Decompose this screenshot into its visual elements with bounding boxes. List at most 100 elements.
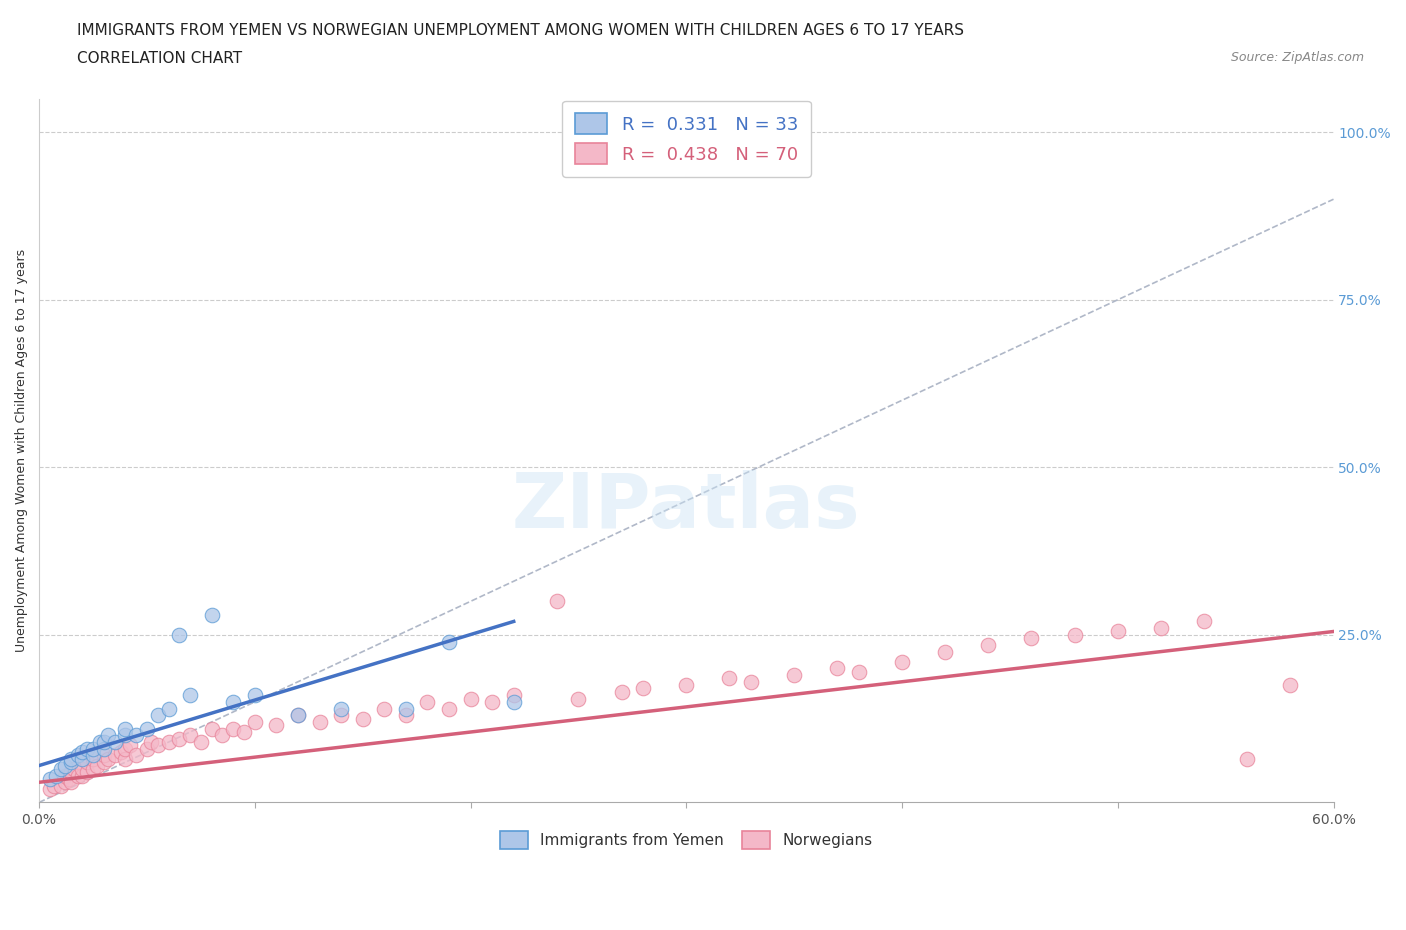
Point	[93, 741, 115, 756]
Point	[104, 735, 127, 750]
Point	[243, 687, 266, 702]
Point	[44, 778, 66, 793]
Point	[287, 708, 309, 723]
Point	[82, 751, 104, 766]
Point	[60, 755, 83, 770]
Point	[125, 728, 148, 743]
Point	[169, 731, 191, 746]
Point	[416, 695, 439, 710]
Point	[114, 728, 136, 743]
Point	[330, 701, 353, 716]
Point	[233, 724, 256, 739]
Point	[146, 708, 169, 723]
Point	[76, 741, 98, 756]
Point	[58, 772, 80, 787]
Point	[104, 748, 127, 763]
Point	[243, 714, 266, 729]
Point	[157, 735, 180, 750]
Point	[72, 768, 94, 783]
Point	[141, 735, 163, 750]
Point	[136, 722, 159, 737]
Point	[82, 741, 104, 756]
Point	[977, 637, 1000, 652]
Legend: Immigrants from Yemen, Norwegians: Immigrants from Yemen, Norwegians	[491, 822, 882, 858]
Point	[72, 762, 94, 777]
Point	[373, 701, 395, 716]
Text: CORRELATION CHART: CORRELATION CHART	[77, 51, 242, 66]
Point	[53, 758, 76, 773]
Point	[222, 695, 245, 710]
Point	[82, 748, 104, 763]
Point	[97, 728, 120, 743]
Point	[49, 778, 72, 793]
Point	[53, 775, 76, 790]
Point	[60, 764, 83, 779]
Point	[72, 745, 94, 760]
Point	[718, 671, 741, 685]
Text: IMMIGRANTS FROM YEMEN VS NORWEGIAN UNEMPLOYMENT AMONG WOMEN WITH CHILDREN AGES 6: IMMIGRANTS FROM YEMEN VS NORWEGIAN UNEMP…	[77, 23, 965, 38]
Point	[352, 711, 374, 726]
Point	[93, 735, 115, 750]
Point	[222, 722, 245, 737]
Point	[114, 751, 136, 766]
Point	[502, 695, 524, 710]
Point	[481, 695, 503, 710]
Point	[266, 718, 288, 733]
Point	[190, 735, 212, 750]
Point	[49, 762, 72, 777]
Point	[546, 594, 568, 609]
Point	[66, 748, 89, 763]
Point	[60, 751, 83, 766]
Point	[1236, 751, 1258, 766]
Point	[1021, 631, 1043, 645]
Point	[437, 701, 460, 716]
Point	[97, 751, 120, 766]
Point	[179, 728, 201, 743]
Point	[1107, 624, 1129, 639]
Point	[45, 768, 67, 783]
Point	[125, 748, 148, 763]
Point	[179, 687, 201, 702]
Point	[136, 741, 159, 756]
Point	[82, 762, 104, 777]
Point	[1192, 614, 1215, 629]
Point	[62, 762, 84, 777]
Point	[395, 708, 418, 723]
Point	[60, 775, 83, 790]
Point	[610, 684, 633, 699]
Point	[169, 628, 191, 643]
Point	[395, 701, 418, 716]
Point	[76, 764, 98, 779]
Point	[502, 687, 524, 702]
Point	[66, 768, 89, 783]
Point	[86, 758, 108, 773]
Point	[1279, 678, 1302, 693]
Point	[93, 755, 115, 770]
Text: Source: ZipAtlas.com: Source: ZipAtlas.com	[1230, 51, 1364, 64]
Point	[783, 668, 806, 683]
Point	[848, 664, 870, 679]
Point	[631, 681, 654, 696]
Point	[740, 674, 762, 689]
Point	[89, 735, 111, 750]
Point	[114, 741, 136, 756]
Point	[146, 738, 169, 753]
Point	[38, 772, 60, 787]
Point	[211, 728, 233, 743]
Point	[891, 654, 914, 669]
Point	[53, 768, 76, 783]
Text: ZIPatlas: ZIPatlas	[512, 470, 860, 544]
Point	[934, 644, 956, 659]
Point	[93, 748, 115, 763]
Point	[1150, 620, 1173, 635]
Point	[460, 691, 482, 706]
Point	[118, 738, 141, 753]
Point	[330, 708, 353, 723]
Point	[157, 701, 180, 716]
Point	[675, 678, 697, 693]
Point	[72, 751, 94, 766]
Point	[308, 714, 330, 729]
Point	[287, 708, 309, 723]
Point	[76, 755, 98, 770]
Point	[567, 691, 589, 706]
